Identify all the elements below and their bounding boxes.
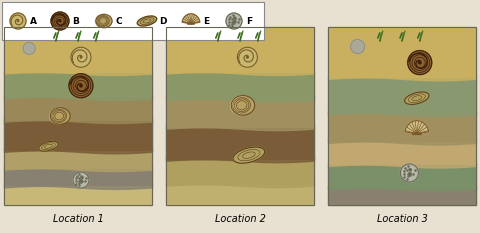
Ellipse shape <box>137 16 157 26</box>
Bar <box>166 27 314 72</box>
Circle shape <box>71 47 91 67</box>
Text: F: F <box>246 17 252 25</box>
Ellipse shape <box>99 16 112 26</box>
Bar <box>4 168 152 185</box>
Bar <box>4 27 152 72</box>
Circle shape <box>80 85 82 87</box>
Text: Location 3: Location 3 <box>377 214 427 224</box>
Circle shape <box>80 56 82 58</box>
Circle shape <box>73 172 89 188</box>
Circle shape <box>238 47 257 67</box>
Text: C: C <box>116 17 122 25</box>
Ellipse shape <box>405 92 429 104</box>
Circle shape <box>417 133 419 135</box>
Bar <box>328 141 476 164</box>
Bar <box>166 27 314 205</box>
Polygon shape <box>182 14 200 24</box>
Bar <box>4 120 152 150</box>
Bar <box>328 113 476 141</box>
Circle shape <box>59 20 61 22</box>
Circle shape <box>412 133 414 135</box>
Bar <box>4 150 152 168</box>
Circle shape <box>17 20 19 22</box>
Text: D: D <box>159 17 167 25</box>
Text: B: B <box>72 17 79 25</box>
Bar <box>166 98 314 127</box>
Ellipse shape <box>39 141 58 151</box>
Bar <box>166 72 314 98</box>
Text: A: A <box>30 17 37 25</box>
Text: Location 2: Location 2 <box>215 214 265 224</box>
Circle shape <box>350 40 365 54</box>
Bar <box>328 77 476 113</box>
Bar <box>328 27 476 77</box>
Circle shape <box>190 23 191 24</box>
Circle shape <box>419 62 421 64</box>
Circle shape <box>193 23 194 24</box>
Ellipse shape <box>54 109 70 123</box>
Bar <box>166 127 314 159</box>
Circle shape <box>51 12 69 30</box>
Bar <box>4 27 152 205</box>
Bar <box>328 187 476 205</box>
Ellipse shape <box>231 96 252 114</box>
Circle shape <box>69 74 93 98</box>
Bar <box>4 96 152 120</box>
Bar <box>4 72 152 96</box>
Ellipse shape <box>96 15 110 27</box>
Text: E: E <box>203 17 209 25</box>
Ellipse shape <box>233 147 264 163</box>
Circle shape <box>10 13 26 29</box>
Polygon shape <box>405 121 429 134</box>
Ellipse shape <box>236 97 254 113</box>
Text: Location 1: Location 1 <box>53 214 103 224</box>
Bar <box>166 184 314 205</box>
Bar <box>2 2 264 40</box>
Bar <box>4 185 152 205</box>
Bar <box>166 159 314 184</box>
Circle shape <box>400 164 419 182</box>
Circle shape <box>247 56 248 58</box>
Circle shape <box>415 133 416 135</box>
Circle shape <box>408 51 432 75</box>
Circle shape <box>420 133 421 135</box>
Circle shape <box>23 42 35 54</box>
Bar <box>328 164 476 187</box>
Bar <box>328 27 476 205</box>
Circle shape <box>188 23 189 24</box>
Ellipse shape <box>50 108 67 124</box>
Circle shape <box>226 13 242 29</box>
